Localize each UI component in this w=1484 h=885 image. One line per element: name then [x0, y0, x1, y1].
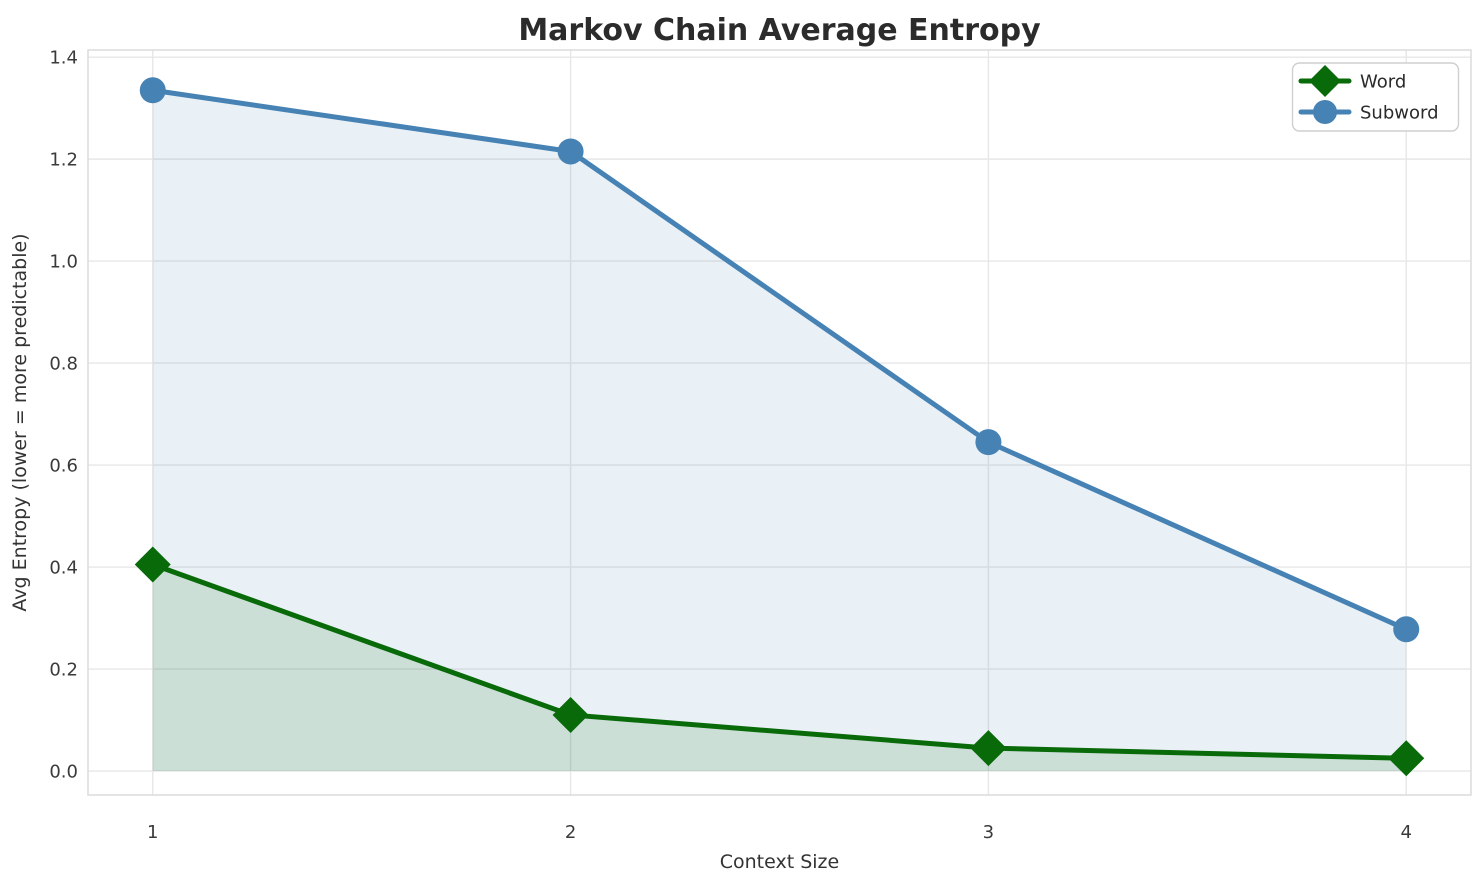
marker-subword — [975, 429, 1002, 456]
series-line-word — [150, 562, 1409, 761]
marker-word — [552, 696, 589, 733]
y-tick-labels: 0.0 0.2 0.4 0.6 0.8 1.0 1.2 1.4 — [49, 48, 78, 783]
y-tick-label: 0.6 — [49, 456, 78, 477]
x-tick-label: 2 — [565, 822, 576, 843]
y-tick-label: 1.0 — [49, 252, 78, 273]
legend-label-word: Word — [1360, 72, 1406, 93]
plot-border — [87, 49, 1472, 796]
legend-marker-subword — [1313, 100, 1337, 124]
y-tick-label: 0.8 — [49, 354, 78, 375]
area-fills — [152, 90, 1407, 772]
marker-word — [134, 546, 171, 583]
marker-subword — [1393, 616, 1420, 643]
y-tick-label: 0.0 — [49, 762, 78, 783]
series-markers — [134, 77, 1425, 777]
marker-subword — [557, 138, 584, 165]
x-tick-label: 4 — [1401, 822, 1412, 843]
x-tick-label: 3 — [983, 822, 994, 843]
x-tick-labels: 1 2 3 4 — [147, 822, 1412, 843]
legend-label-subword: Subword — [1360, 103, 1439, 124]
x-axis-label: Context Size — [720, 851, 839, 873]
legend-marker-word — [1309, 65, 1341, 97]
marker-word — [970, 730, 1007, 767]
y-tick-label: 1.4 — [49, 48, 78, 69]
y-tick-label: 0.2 — [49, 660, 78, 681]
y-tick-label: 0.4 — [49, 558, 78, 579]
grid — [88, 50, 1471, 795]
y-axis-label: Avg Entropy (lower = more predictable) — [9, 233, 31, 611]
series-lines — [150, 87, 1409, 761]
x-tick-label: 1 — [147, 822, 158, 843]
series-line-subword — [150, 87, 1409, 632]
chart-title: Markov Chain Average Entropy — [518, 13, 1041, 48]
marker-word — [1388, 740, 1425, 777]
area-fill-subword — [152, 90, 1407, 772]
marker-subword — [139, 77, 166, 104]
area-fill-word — [152, 564, 1407, 772]
legend: Word Subword — [1291, 62, 1460, 132]
y-tick-label: 1.2 — [49, 150, 78, 171]
